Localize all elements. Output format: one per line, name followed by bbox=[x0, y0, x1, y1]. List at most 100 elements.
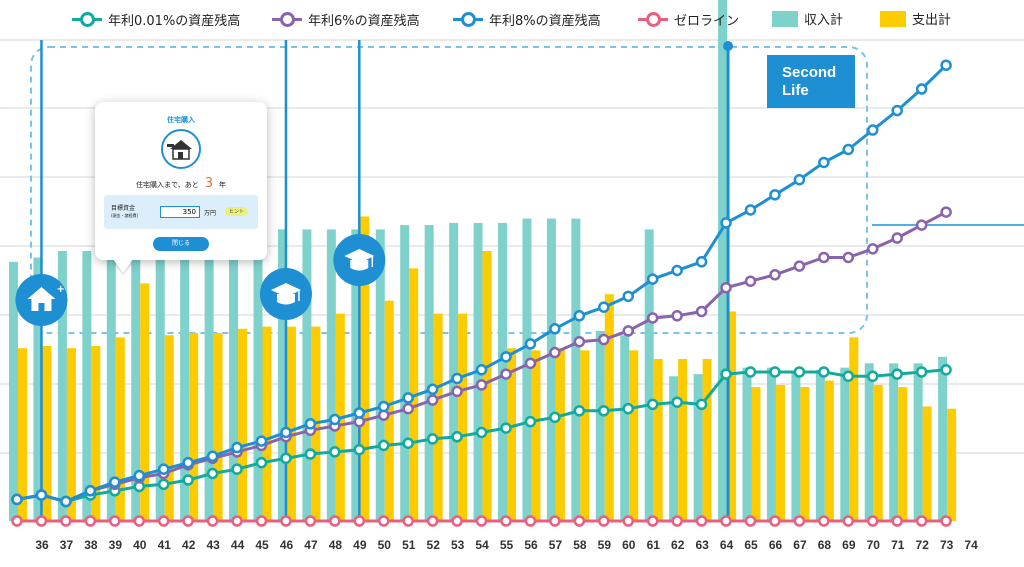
bar-expense bbox=[189, 333, 199, 521]
x-tick-label: 60 bbox=[622, 538, 636, 552]
bar-income bbox=[669, 376, 679, 521]
series-point bbox=[231, 463, 243, 475]
series-point bbox=[891, 515, 903, 527]
x-tick-label: 38 bbox=[84, 538, 98, 552]
bar-expense bbox=[824, 380, 834, 521]
x-tick-label: 63 bbox=[695, 538, 709, 552]
hint-button[interactable]: ヒント bbox=[225, 207, 249, 216]
series-point bbox=[11, 515, 23, 527]
series-point bbox=[500, 422, 512, 434]
series-point bbox=[549, 346, 561, 359]
x-tick-label: 59 bbox=[598, 538, 612, 552]
popup-title: 住宅購入 bbox=[167, 116, 195, 124]
legend-label: 支出計 bbox=[912, 13, 952, 28]
series-point bbox=[133, 515, 145, 527]
series-point bbox=[255, 515, 268, 527]
cap-base bbox=[276, 294, 295, 305]
bar-expense bbox=[604, 294, 614, 521]
bar-income bbox=[522, 218, 532, 521]
series-point bbox=[500, 515, 512, 527]
x-tick-label: 37 bbox=[60, 538, 74, 552]
series-point bbox=[598, 405, 610, 417]
series-point bbox=[769, 366, 781, 378]
x-tick-label: 55 bbox=[500, 538, 514, 552]
x-tick-label: 44 bbox=[231, 538, 245, 552]
series-point bbox=[598, 301, 610, 313]
series-point bbox=[915, 83, 928, 95]
x-tick-label: 36 bbox=[35, 538, 49, 552]
bar-expense bbox=[238, 328, 248, 521]
series-point bbox=[378, 515, 390, 527]
x-tick-label: 40 bbox=[133, 538, 147, 552]
target-fund-input[interactable]: 350 bbox=[160, 206, 200, 218]
series-point bbox=[353, 515, 366, 527]
legend-label: 年利8%の資産残高 bbox=[489, 13, 601, 29]
legend-item-3: ゼロライン bbox=[638, 9, 739, 29]
popup-tail bbox=[113, 259, 133, 273]
bar-income bbox=[791, 371, 801, 521]
series-point bbox=[329, 515, 341, 527]
series-point bbox=[695, 256, 708, 268]
cap-top bbox=[344, 249, 375, 263]
legend-label: 収入計 bbox=[804, 13, 844, 28]
bar-expense bbox=[66, 348, 76, 521]
x-tick-label: 52 bbox=[427, 538, 441, 552]
series-point bbox=[695, 305, 708, 318]
series-point bbox=[451, 372, 463, 385]
x-axis-ticks: 36 37 38 39 40 41 42 43 44 45 46 47 48 49 50 51 52 53 54 55… bbox=[35, 538, 978, 552]
series-point bbox=[353, 407, 366, 419]
bar-expense bbox=[458, 313, 468, 521]
bar-income bbox=[9, 261, 18, 521]
series-point bbox=[793, 260, 806, 272]
legend-item-0: 年利0.01%の資産残高 bbox=[72, 9, 240, 29]
series-point bbox=[622, 515, 634, 527]
bar-expense bbox=[873, 384, 883, 521]
bar-income bbox=[253, 233, 263, 521]
series-point bbox=[891, 232, 903, 244]
series-point bbox=[744, 515, 757, 527]
series-point bbox=[646, 312, 659, 324]
series-point bbox=[793, 173, 806, 186]
series-point bbox=[109, 515, 121, 527]
bar-expense bbox=[849, 337, 859, 521]
popup-countdown: 住宅購入まで、あと 3 年 bbox=[95, 176, 267, 191]
series-point bbox=[304, 418, 317, 430]
legend-line-icon bbox=[72, 9, 102, 29]
close-button[interactable]: 閉じる bbox=[153, 237, 209, 251]
target-fund-label-2: (頭金・諸経費) bbox=[111, 213, 139, 218]
x-tick-label: 57 bbox=[549, 538, 563, 552]
bar-income bbox=[302, 229, 312, 521]
series-point bbox=[475, 426, 488, 439]
event-markers: + bbox=[15, 234, 386, 326]
bar-income bbox=[131, 251, 141, 521]
series-point bbox=[842, 515, 855, 527]
bar-income bbox=[571, 218, 581, 521]
legend-line-icon bbox=[638, 9, 668, 29]
graduation-cap-icon bbox=[259, 268, 312, 320]
x-tick-label: 43 bbox=[206, 538, 220, 552]
x-tick-label: 41 bbox=[158, 538, 172, 552]
popup-years-value: 3 bbox=[204, 176, 213, 191]
series-point bbox=[915, 219, 928, 231]
series-point bbox=[622, 402, 634, 415]
legend-box-icon bbox=[772, 10, 798, 27]
series-point bbox=[818, 515, 830, 527]
bar-expense bbox=[800, 387, 810, 521]
bar-income bbox=[82, 251, 92, 521]
series-point bbox=[573, 310, 586, 322]
bar-income bbox=[620, 335, 630, 521]
second-life-line2: Life bbox=[782, 82, 809, 99]
x-tick-label: 74 bbox=[964, 538, 978, 552]
series-point bbox=[35, 515, 48, 527]
series-point bbox=[867, 243, 879, 255]
bar-expense bbox=[360, 216, 370, 521]
x-tick-label: 69 bbox=[842, 538, 856, 552]
bar-expense bbox=[91, 346, 101, 521]
series-point bbox=[915, 515, 928, 527]
series-point bbox=[475, 515, 488, 527]
bar-expense bbox=[898, 387, 908, 521]
second-life-line1: Second bbox=[782, 64, 837, 81]
x-tick-label: 61 bbox=[647, 538, 661, 552]
x-tick-label: 64 bbox=[720, 538, 734, 552]
x-tick-label: 51 bbox=[402, 538, 416, 552]
